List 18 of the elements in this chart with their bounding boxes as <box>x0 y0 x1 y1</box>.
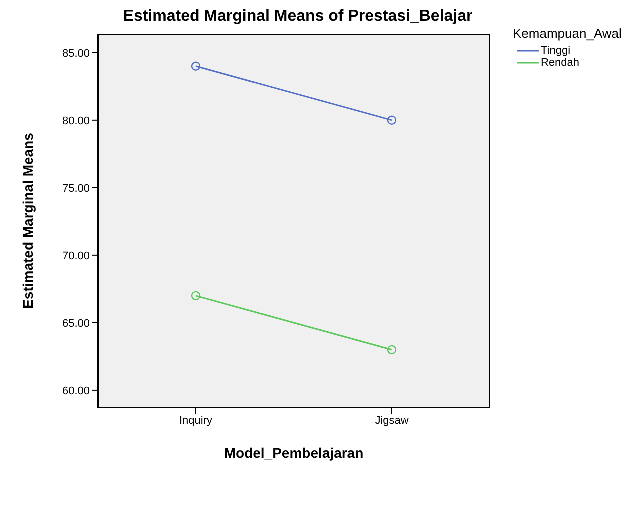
x-tick-label: Inquiry <box>179 414 213 427</box>
y-tick-label: 65.00 <box>62 318 90 330</box>
x-tick-label: Jigsaw <box>375 414 409 427</box>
legend-label: Tinggi <box>541 45 571 57</box>
chart-title: Estimated Marginal Means of Prestasi_Belajar <box>122 8 474 26</box>
point <box>387 116 397 126</box>
legend-label: Rendah <box>541 57 580 69</box>
y-tick-label: 70.00 <box>62 250 90 262</box>
y-tick-label: 85.00 <box>62 48 90 60</box>
point <box>191 291 201 301</box>
point <box>191 62 201 72</box>
y-tick-label: 60.00 <box>62 385 90 398</box>
x-axis-title: Model_Pembelajaran <box>224 445 364 461</box>
y-tick-label: 75.00 <box>62 182 90 195</box>
point <box>387 345 397 355</box>
legend-title: Kemampuan_Awal <box>513 26 623 41</box>
y-tick-label: 80.00 <box>62 115 90 128</box>
y-axis-title: Estimated Marginal Means <box>20 132 36 309</box>
